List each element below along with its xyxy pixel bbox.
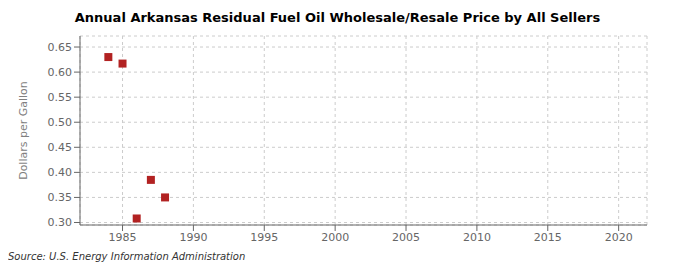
svg-text:0.65: 0.65 <box>48 41 73 54</box>
svg-text:2005: 2005 <box>392 231 420 244</box>
svg-text:0.35: 0.35 <box>48 191 73 204</box>
svg-text:2015: 2015 <box>534 231 562 244</box>
html-text:Source: U.S. Energy Informatio: Source: U.S. Energy Information Administ… <box>8 251 246 262</box>
svg-text:1985: 1985 <box>109 231 137 244</box>
svg-text:2020: 2020 <box>605 231 633 244</box>
svg-text:Dollars per Gallon: Dollars per Gallon <box>17 81 30 180</box>
svg-text:0.55: 0.55 <box>48 91 73 104</box>
svg-text:1995: 1995 <box>250 231 278 244</box>
svg-text:0.30: 0.30 <box>48 216 73 229</box>
svg-text:0.45: 0.45 <box>48 141 73 154</box>
svg-text:2000: 2000 <box>321 231 349 244</box>
svg-text:0.60: 0.60 <box>48 66 73 79</box>
svg-text:1990: 1990 <box>179 231 207 244</box>
svg-text:0.40: 0.40 <box>48 166 73 179</box>
svg-text:0.50: 0.50 <box>48 116 73 129</box>
svg-text:2010: 2010 <box>463 231 491 244</box>
html-text:Annual Arkansas Residual Fuel: Annual Arkansas Residual Fuel Oil Wholes… <box>74 10 601 25</box>
